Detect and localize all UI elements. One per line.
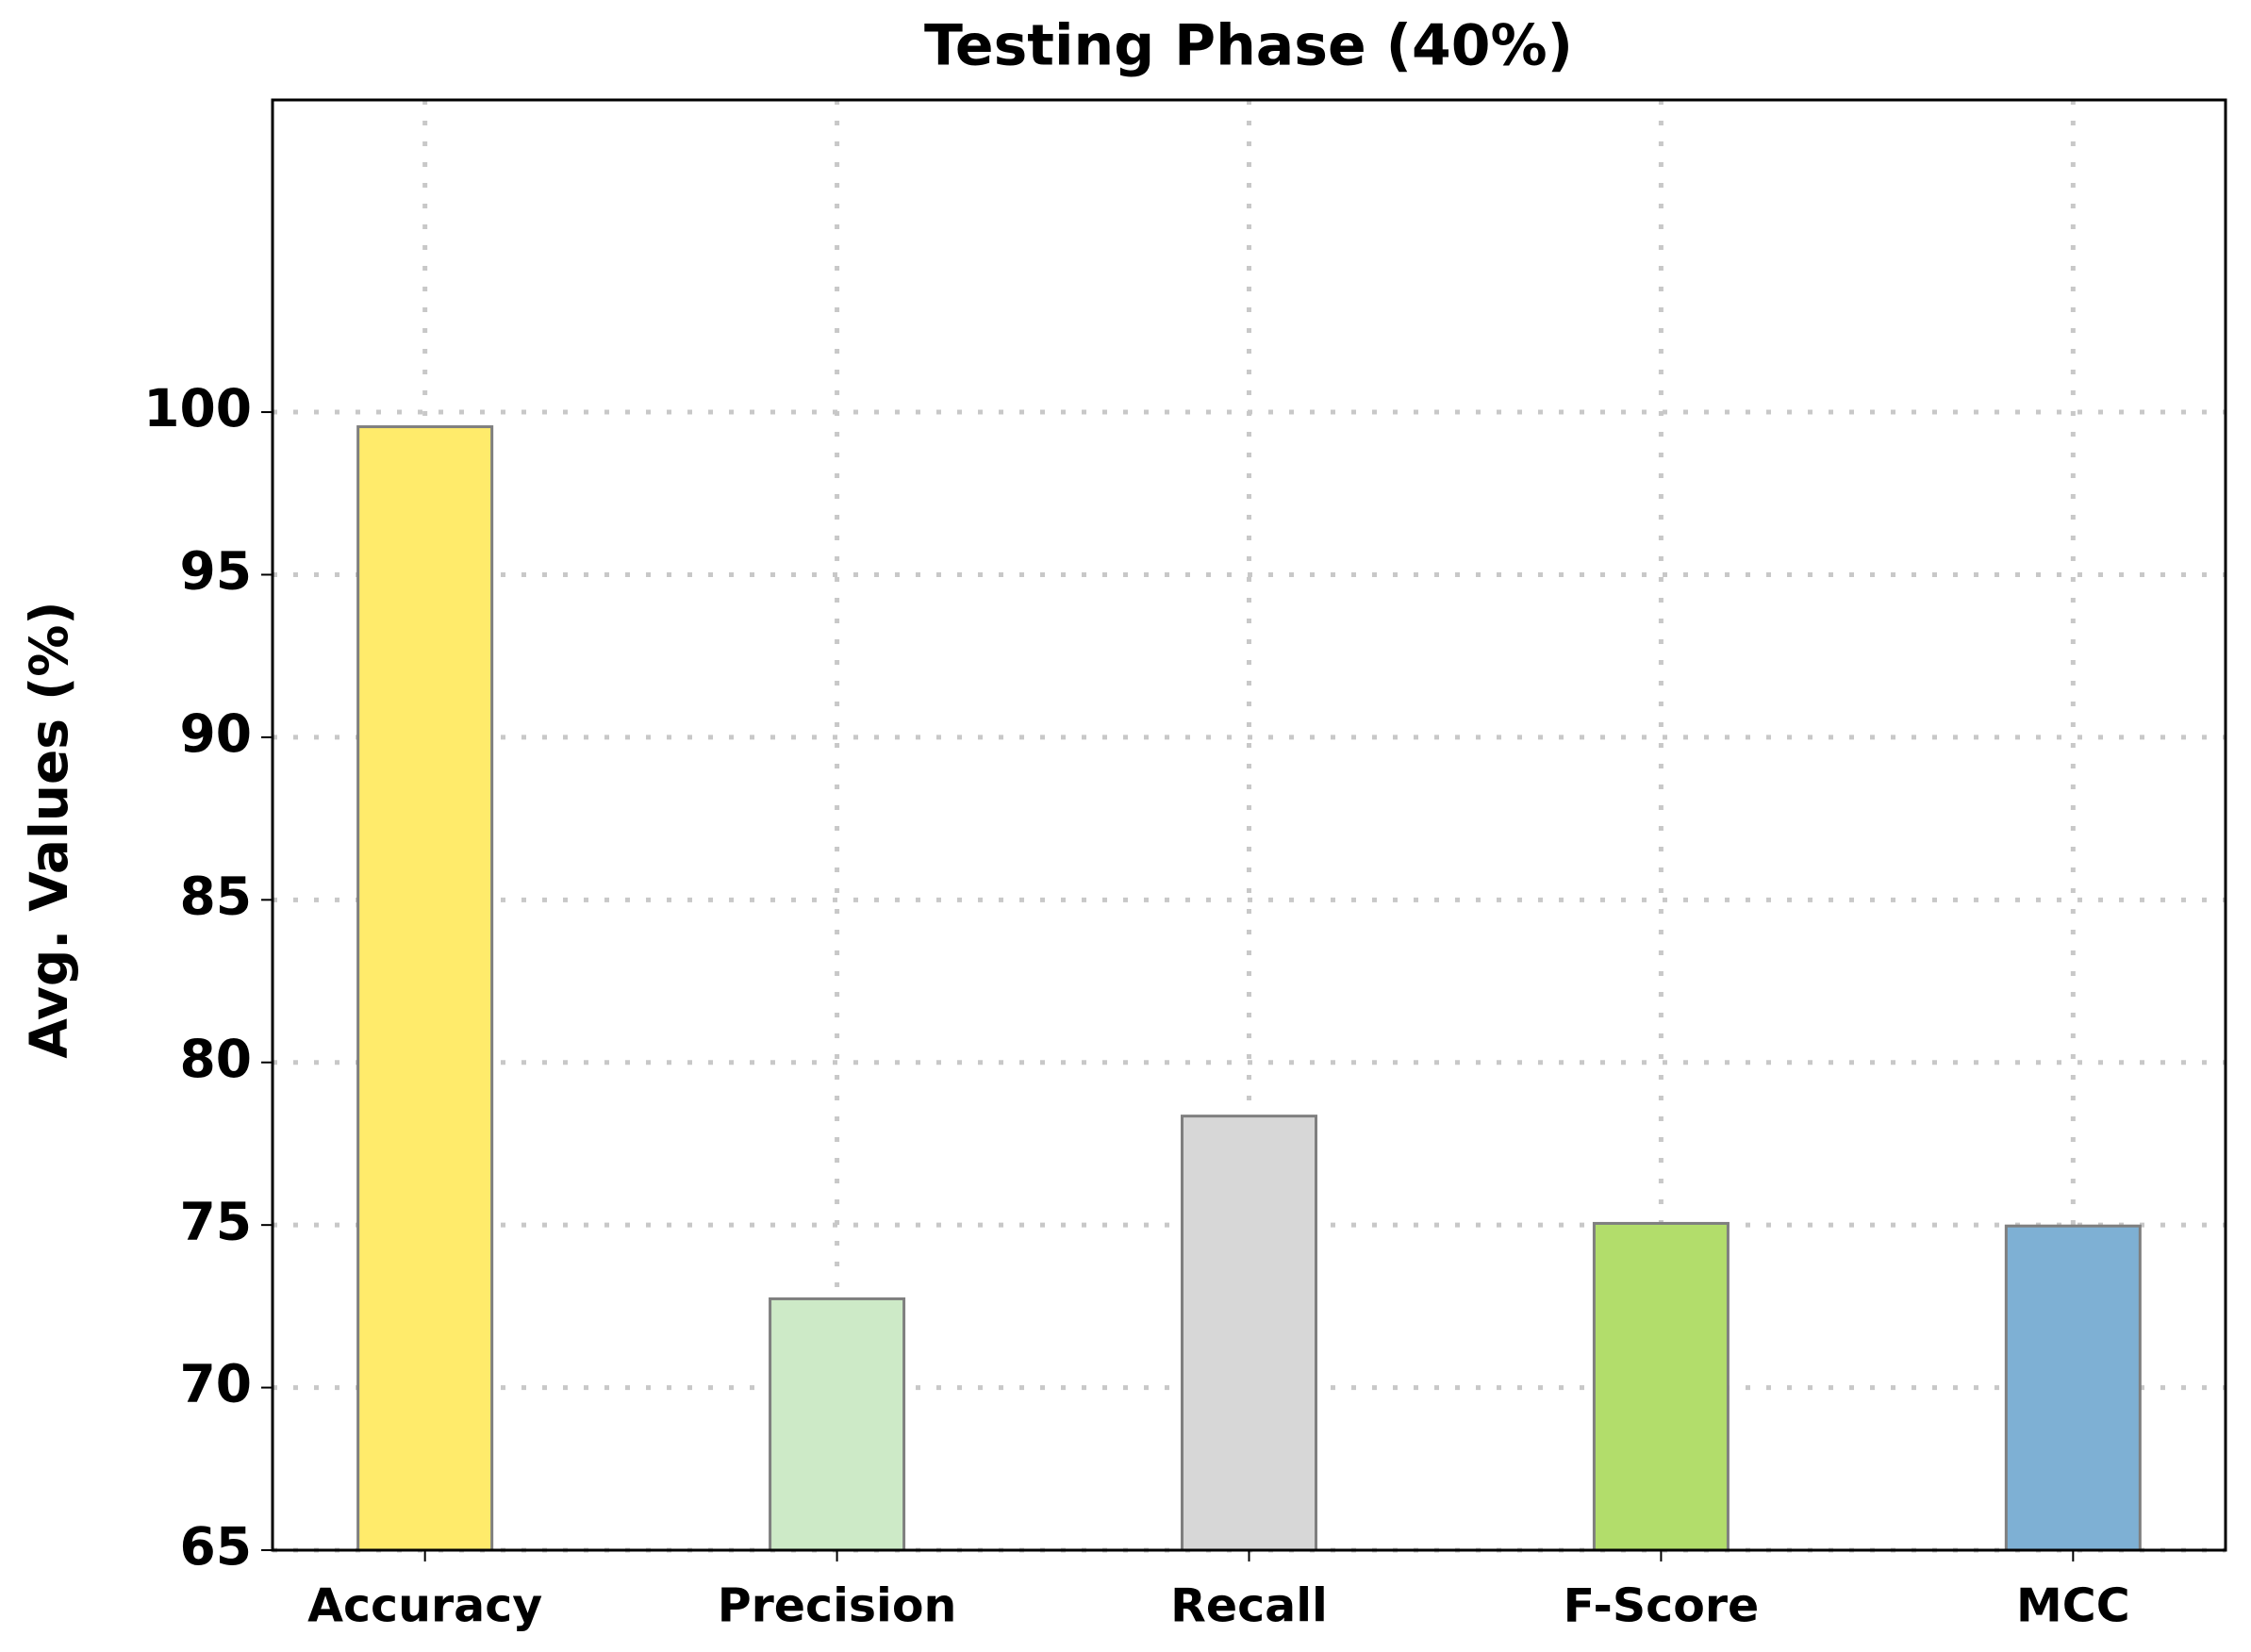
- x-tick-label: MCC: [2016, 1579, 2130, 1633]
- bar: [1181, 1115, 1317, 1552]
- y-tick-label: 70: [179, 1354, 252, 1414]
- y-tick-label: 75: [179, 1191, 252, 1251]
- chart-title: Testing Phase (40%): [924, 13, 1573, 79]
- x-tick-label: Precision: [718, 1579, 957, 1633]
- y-tick-label: 65: [179, 1516, 252, 1577]
- y-tick-label: 90: [179, 703, 252, 764]
- x-tick-label: Recall: [1170, 1579, 1328, 1633]
- y-tick-label: 85: [179, 866, 252, 926]
- y-axis-label: Avg. Values (%): [19, 601, 79, 1058]
- plot-frame: [271, 98, 2227, 1552]
- x-tick-label: F-Score: [1564, 1579, 1760, 1633]
- bar: [2004, 1224, 2142, 1552]
- bar: [356, 425, 494, 1552]
- y-tick-label: 95: [179, 541, 252, 602]
- x-tick-label: Accuracy: [307, 1579, 542, 1633]
- y-tick-label: 100: [143, 378, 252, 438]
- bar: [769, 1297, 906, 1552]
- bar: [1592, 1221, 1730, 1552]
- y-tick-label: 80: [179, 1029, 252, 1089]
